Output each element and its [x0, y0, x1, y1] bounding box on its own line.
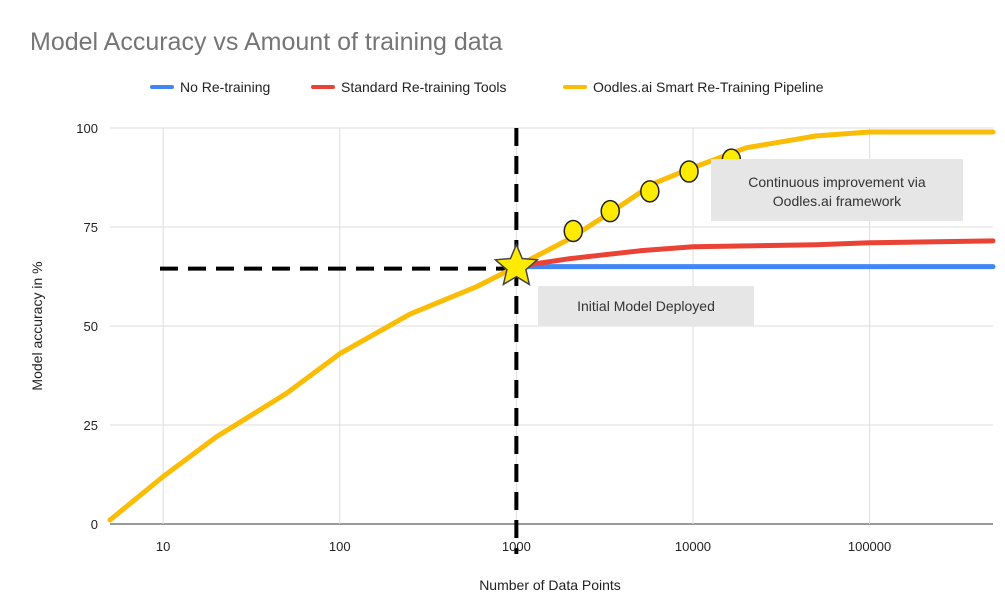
markers — [493, 148, 742, 286]
circle-marker — [640, 180, 660, 203]
y-tick-label: 0 — [91, 517, 98, 532]
circle-marker — [563, 219, 584, 243]
annotation-box — [538, 286, 754, 326]
legend-label-2: Oodles.ai Smart Re-Training Pipeline — [593, 79, 824, 95]
series-lines — [107, 129, 996, 523]
legend-label-1: Standard Re-training Tools — [341, 79, 507, 95]
series-line-2 — [107, 129, 996, 523]
x-tick-label: 10 — [156, 539, 170, 554]
x-axis-label: Number of Data Points — [479, 577, 621, 593]
series-line-1 — [513, 238, 996, 270]
circle-marker — [600, 199, 620, 223]
legend-label-0: No Re-training — [180, 79, 270, 95]
annotation-text: Oodles.ai framework — [773, 193, 902, 209]
y-tick-label: 25 — [84, 418, 98, 433]
annotation-text: Initial Model Deployed — [577, 298, 715, 314]
y-axis-label: Model accuracy in % — [29, 261, 45, 390]
chart-title: Model Accuracy vs Amount of training dat… — [30, 28, 503, 56]
circle-marker — [679, 160, 699, 183]
annotations: Continuous improvement via Oodles.ai fram… — [538, 159, 963, 326]
y-tick-label: 75 — [84, 220, 98, 235]
x-tick-label: 100000 — [848, 539, 891, 554]
x-tick-label: 1000 — [502, 539, 531, 554]
x-tick-label: 100 — [329, 539, 351, 554]
y-tick-label: 100 — [76, 121, 98, 136]
legend: No Re-training Standard Re-training Tools… — [150, 79, 824, 95]
x-tick-label: 10000 — [675, 539, 711, 554]
annotation-box — [711, 159, 963, 221]
ticks: 0 25 50 75 100 10 100 1000 10000 100000 — [76, 121, 891, 554]
reference-lines — [160, 128, 519, 554]
y-tick-label: 50 — [84, 319, 98, 334]
star-marker — [493, 242, 540, 286]
annotation-text: Continuous improvement via — [748, 174, 926, 190]
